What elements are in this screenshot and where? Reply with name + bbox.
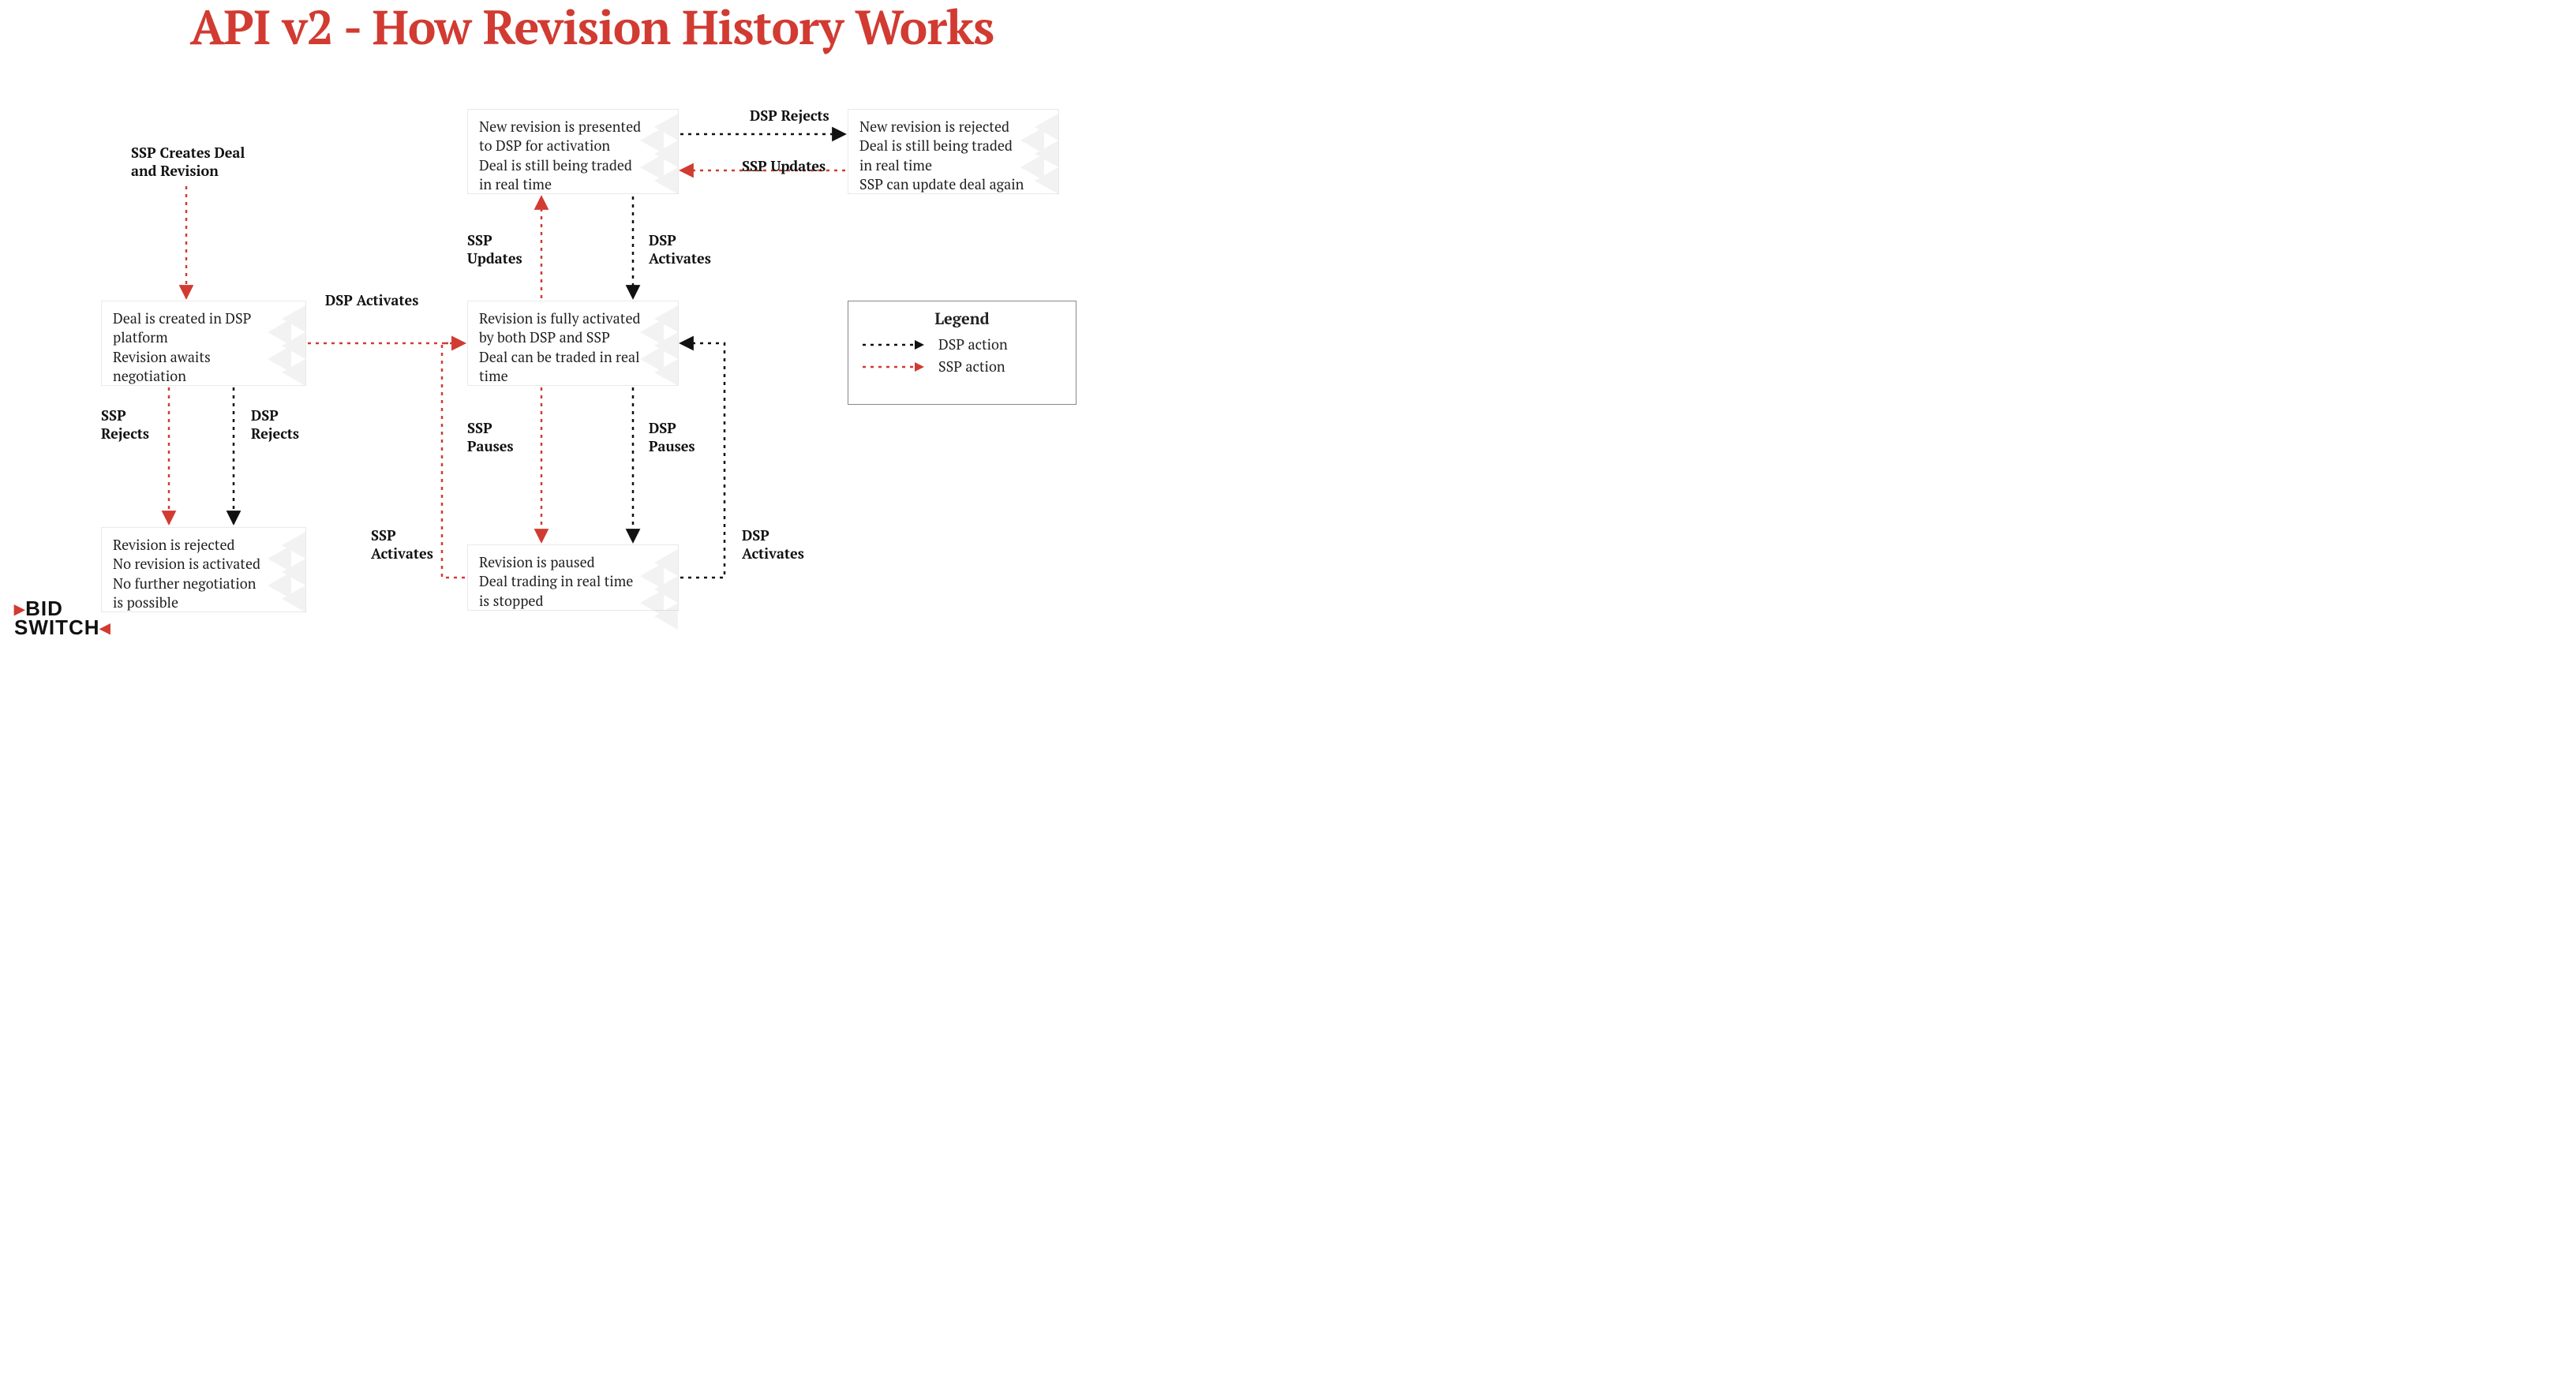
arrow-paused_dsp_activates (680, 343, 724, 578)
edge-label-ssp-activates: SSPActivates (371, 527, 433, 563)
legend: Legend DSP action SSP action (848, 301, 1076, 405)
node-deal-created: Deal is created in DSPplatformRevision a… (101, 301, 306, 386)
node-text-line: New revision is presented (479, 118, 667, 137)
node-text-line: Deal is created in DSP (113, 309, 294, 328)
node-text-line: Deal trading in real time (479, 572, 667, 591)
node-text-line: Deal is still being traded (479, 156, 667, 175)
logo-line2: SWITCH (14, 619, 100, 637)
page-title: API v2 - How Revision History Works (0, 0, 1184, 58)
node-revision-activated: Revision is fully activatedby both DSP a… (467, 301, 679, 386)
node-text-line: is possible (113, 593, 294, 612)
node-new-revision-rejected: New revision is rejectedDeal is still be… (848, 109, 1059, 194)
edge-label-ssp-creates: SSP Creates Dealand Revision (131, 144, 245, 180)
arrow-paused_ssp_activates (442, 343, 465, 578)
node-text-line: in real time (479, 175, 667, 194)
node-new-revision: New revision is presentedto DSP for acti… (467, 109, 679, 194)
node-text-line: New revision is rejected (859, 118, 1047, 137)
bidswitch-logo: ▸BID SWITCH◂ (14, 600, 111, 637)
edge-label-dsp-rejects-right: DSP Rejects (750, 107, 829, 125)
legend-row-ssp: SSP action (861, 357, 1063, 376)
node-text-line: is stopped (479, 592, 667, 611)
node-text-line: Deal is still being traded (859, 137, 1047, 155)
edge-label-dsp-activates-right: DSPActivates (742, 527, 804, 563)
legend-row-dsp: DSP action (861, 335, 1063, 354)
edge-label-dsp-activates: DSP Activates (325, 292, 418, 310)
edge-label-dsp-rejects: DSPRejects (251, 407, 299, 443)
edge-label-ssp-updates: SSPUpdates (467, 232, 522, 267)
node-text-line: to DSP for activation (479, 137, 667, 155)
node-text-line: Deal can be traded in real (479, 348, 667, 367)
node-revision-rejected: Revision is rejectedNo revision is activ… (101, 527, 306, 612)
node-text-line: negotiation (113, 367, 294, 386)
node-text-line: Revision is rejected (113, 536, 294, 555)
node-text-line: Revision is paused (479, 553, 667, 572)
node-text-line: Revision awaits (113, 348, 294, 367)
edge-label-ssp-pauses: SSPPauses (467, 420, 514, 455)
node-text-line: platform (113, 328, 294, 347)
node-text-line: time (479, 367, 667, 386)
legend-title: Legend (861, 308, 1063, 329)
node-text-line: Revision is fully activated (479, 309, 667, 328)
node-text-line: by both DSP and SSP (479, 328, 667, 347)
node-text-line: SSP can update deal again (859, 175, 1047, 194)
node-text-line: No further negotiation (113, 574, 294, 593)
edge-label-dsp-activates-down: DSPActivates (649, 232, 711, 267)
node-revision-paused: Revision is pausedDeal trading in real t… (467, 544, 679, 611)
node-text-line: No revision is activated (113, 555, 294, 574)
edge-label-ssp-updates-right: SSP Updates (742, 158, 826, 176)
edge-label-dsp-pauses: DSPPauses (649, 420, 695, 455)
edge-label-ssp-rejects: SSPRejects (101, 407, 149, 443)
node-text-line: in real time (859, 156, 1047, 175)
